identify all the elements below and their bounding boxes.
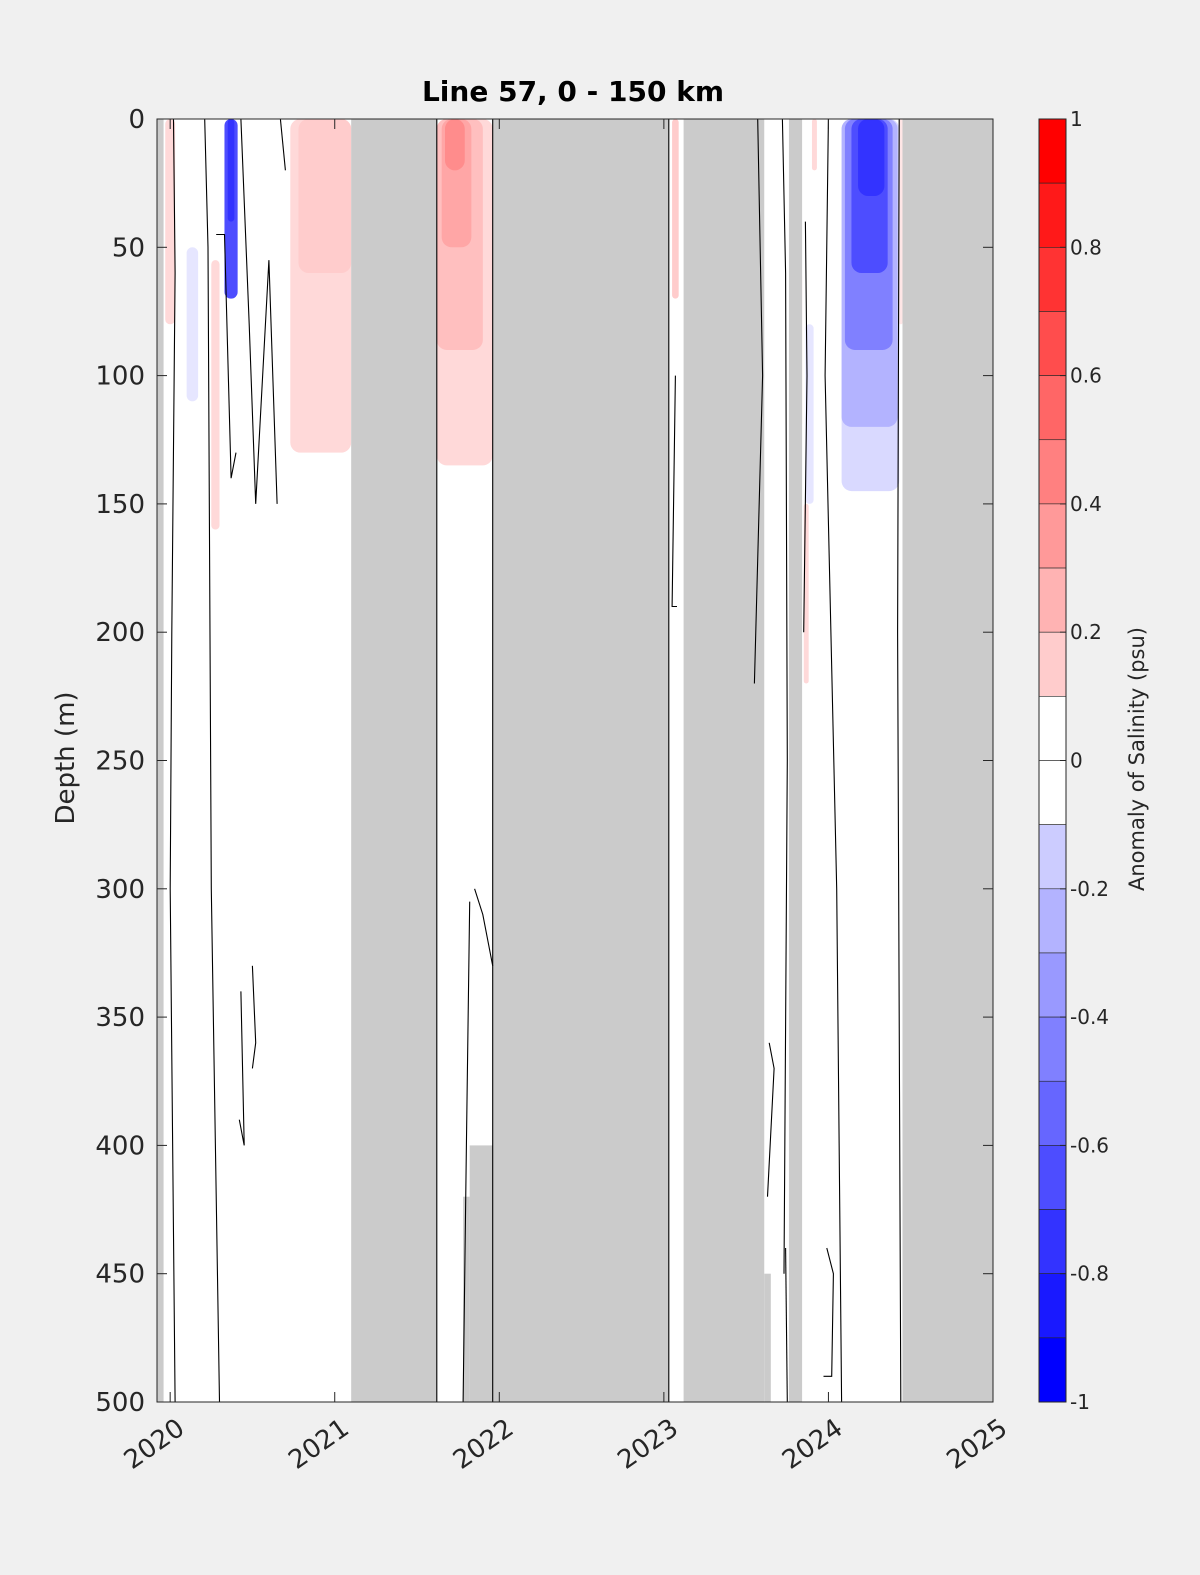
no-data-band xyxy=(463,1196,470,1402)
plot-area xyxy=(157,119,993,1402)
y-tick-label: 0 xyxy=(128,105,145,135)
no-data-band xyxy=(683,119,765,1402)
colorbar-segment xyxy=(1038,503,1067,569)
y-tick-label: 100 xyxy=(95,362,145,392)
colorbar-segment xyxy=(1038,311,1067,376)
colorbar-segment xyxy=(1038,247,1067,312)
colorbar-tick-label: -0.8 xyxy=(1070,1262,1109,1286)
y-axis-label: Depth (m) xyxy=(51,691,81,824)
colorbar-segment xyxy=(1038,824,1067,890)
colorbar-segment xyxy=(1038,1209,1067,1275)
y-tick-label: 250 xyxy=(95,747,145,777)
anomaly-region xyxy=(672,119,679,299)
y-tick-label: 400 xyxy=(95,1131,145,1161)
zero-contour-line xyxy=(897,119,902,1402)
x-tick-label: 2024 xyxy=(777,1413,848,1476)
colorbar-label: Anomaly of Salinity (psu) xyxy=(1125,627,1149,891)
zero-contour-line xyxy=(204,119,221,1402)
colorbar-segment xyxy=(1038,888,1067,954)
x-tick-label: 2021 xyxy=(283,1413,354,1476)
no-data-band xyxy=(764,1273,771,1402)
colorbar-segment xyxy=(1038,1080,1067,1146)
colorbar-tick-label: 1 xyxy=(1070,107,1083,131)
colorbar-tick-label: -0.2 xyxy=(1070,877,1109,901)
no-data-band xyxy=(351,119,437,1402)
zero-contour-line xyxy=(238,991,245,1146)
zero-contour-line xyxy=(753,119,764,684)
zero-contour-line xyxy=(474,888,494,966)
anomaly-region xyxy=(811,119,817,171)
anomaly-region xyxy=(227,119,235,222)
colorbar-tick-label: 0 xyxy=(1070,749,1083,773)
anomaly-region xyxy=(298,119,352,273)
colorbar-segment xyxy=(1038,1145,1067,1210)
anomaly-region xyxy=(211,260,220,530)
zero-contour-line xyxy=(824,119,843,1402)
zero-contour-line xyxy=(803,221,808,633)
x-tick-label: 2020 xyxy=(119,1413,190,1476)
colorbar-tick-label: 0.6 xyxy=(1070,364,1102,388)
y-tick-label: 500 xyxy=(95,1388,145,1418)
colorbar-tick-label: -0.6 xyxy=(1070,1133,1109,1157)
y-axis: 0 50 100 150 200 250 300 350 400 450 500 xyxy=(95,105,993,1418)
colorbar-tick-label: -0.4 xyxy=(1070,1005,1109,1029)
zero-contour-line xyxy=(785,1247,788,1402)
chart-title: Line 57, 0 - 150 km xyxy=(422,75,724,108)
colorbar-segment xyxy=(1038,1016,1067,1082)
colorbar-segment xyxy=(1038,118,1067,184)
y-tick-label: 200 xyxy=(95,618,145,648)
zero-contour-line xyxy=(279,119,286,171)
colorbar-tick-label: 0.2 xyxy=(1070,620,1102,644)
anomaly-region xyxy=(444,119,465,171)
colorbar-segment xyxy=(1038,439,1067,505)
zero-contour-line xyxy=(216,233,237,479)
y-tick-label: 450 xyxy=(95,1260,145,1290)
zero-contour-line xyxy=(169,119,176,1402)
no-data-band xyxy=(902,119,993,1402)
no-data-band xyxy=(469,1145,493,1402)
colorbar-segment xyxy=(1038,1337,1067,1403)
zero-contour-line xyxy=(462,901,471,1402)
colorbar-segment xyxy=(1038,182,1067,248)
colorbar-tick-label: 0.8 xyxy=(1070,235,1102,259)
anomaly-region xyxy=(858,119,885,196)
zero-contour-line xyxy=(671,375,677,608)
colorbar-segment xyxy=(1038,952,1067,1018)
zero-contour-line xyxy=(781,119,788,1274)
zero-contour-line xyxy=(251,965,257,1069)
colorbar-segment xyxy=(1038,696,1067,761)
x-tick-label: 2023 xyxy=(612,1413,683,1476)
zero-contour-line xyxy=(240,119,278,504)
colorbar: 1 0.8 0.6 0.4 0.2 0 -0.2 -0.4 -0.6 -0.8 -1 xyxy=(1038,107,1109,1414)
y-tick-label: 150 xyxy=(95,490,145,520)
anomaly-region xyxy=(899,119,903,325)
no-data-band xyxy=(788,119,803,1402)
x-tick-label: 2022 xyxy=(448,1413,519,1476)
colorbar-segment xyxy=(1038,375,1067,441)
colorbar-segment xyxy=(1038,1273,1067,1339)
x-tick-label: 2025 xyxy=(942,1413,1013,1476)
colorbar-segment xyxy=(1038,631,1067,697)
anomaly-region xyxy=(186,247,199,402)
anomaly-region xyxy=(165,119,176,325)
y-tick-label: 300 xyxy=(95,875,145,905)
zero-contour-line xyxy=(823,1247,834,1377)
zero-contour-line xyxy=(766,1042,775,1197)
colorbar-tick-label: 0.4 xyxy=(1070,492,1102,516)
colorbar-segment xyxy=(1038,760,1067,825)
y-tick-label: 350 xyxy=(95,1003,145,1033)
y-tick-label: 50 xyxy=(112,233,145,263)
colorbar-segment xyxy=(1038,567,1067,633)
no-data-band xyxy=(492,119,669,1402)
colorbar-tick-label: -1 xyxy=(1070,1390,1090,1414)
